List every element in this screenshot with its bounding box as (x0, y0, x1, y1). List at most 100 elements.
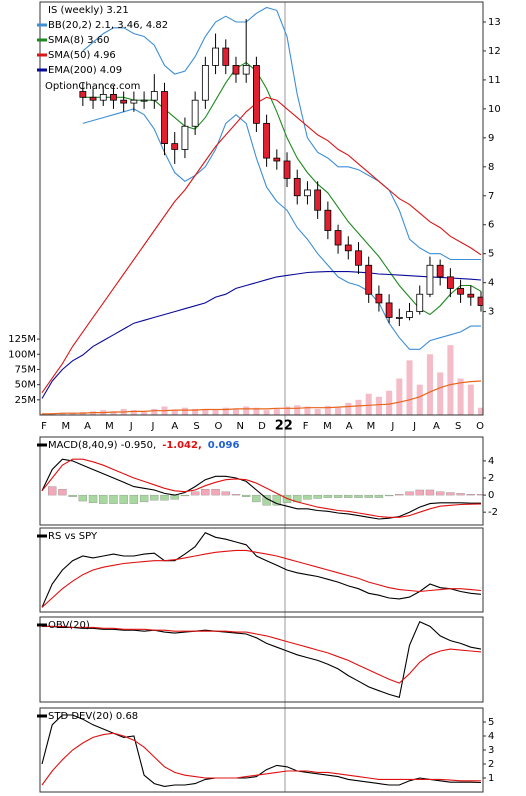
volume-bar (355, 399, 362, 415)
x-tick-label: A (171, 421, 178, 432)
volume-bar (386, 390, 393, 415)
panel-label: STD DEV(20) 0.68 (48, 711, 138, 722)
volume-bar (294, 405, 301, 415)
volume-bar (141, 411, 148, 415)
volume-bar (151, 408, 158, 415)
histogram-bar (323, 494, 333, 498)
x-tick-label: S (455, 421, 461, 432)
x-tick-label: 22 (275, 419, 293, 434)
candle-body (467, 293, 475, 298)
candle-body (426, 264, 434, 295)
candle-body (222, 47, 230, 66)
histogram-bar (395, 494, 404, 496)
volume-bar (416, 384, 423, 415)
histogram-bar (364, 494, 373, 498)
histogram-bar (170, 494, 179, 500)
series-line (82, 6, 481, 261)
candle-body (99, 93, 107, 101)
y-tick-label: 3 (488, 745, 494, 756)
y-tick-label: 7 (488, 191, 494, 202)
panel (40, 6, 483, 415)
candle-body (89, 96, 97, 101)
x-tick-label: D (258, 421, 266, 432)
y2-tick-label: 125M (8, 334, 36, 345)
x-tick-label: M (323, 421, 332, 432)
panel-label: 0.096 (208, 440, 240, 451)
y2-tick-label: 25M (15, 395, 36, 406)
candle-body (252, 65, 260, 124)
y2-tick-label: 50M (15, 380, 36, 391)
panel (41, 458, 483, 520)
candle-body (344, 244, 352, 252)
histogram-bar (446, 492, 455, 496)
panel-frame (39, 1, 484, 416)
histogram-bar (303, 494, 312, 500)
candle-body (263, 122, 271, 159)
candle-body (314, 189, 322, 211)
histogram-bar (384, 494, 394, 497)
x-tick-label: O (476, 421, 484, 432)
histogram-bar (78, 494, 88, 502)
y-tick-label: 0 (488, 490, 494, 501)
histogram-bar (476, 494, 483, 496)
volume-bar (232, 408, 239, 415)
histogram-bar (242, 494, 251, 497)
x-tick-label: O (214, 421, 222, 432)
volume-bar (304, 406, 311, 415)
panel-label: RS vs SPY (48, 531, 98, 542)
candle-body (477, 296, 483, 306)
volume-bar (181, 407, 188, 415)
y-tick-label: 1 (488, 773, 494, 784)
volume-bar (406, 360, 413, 415)
candle-body (406, 311, 413, 318)
legend-marker (37, 714, 47, 718)
series-line (41, 458, 481, 520)
y-tick-label: 8 (488, 162, 494, 173)
candle-body (436, 264, 444, 278)
series-line (41, 96, 482, 394)
histogram-bar (252, 494, 261, 503)
candle-body (150, 91, 158, 101)
volume-bar (467, 384, 474, 415)
y-tick-label: 4 (488, 278, 494, 289)
x-tick-label: J (151, 421, 155, 432)
candle-body (375, 293, 383, 304)
y-tick-label: 11 (488, 75, 501, 86)
volume-bar (375, 396, 382, 415)
volume-bar (314, 408, 321, 415)
x-tick-label: J (412, 421, 416, 432)
histogram-bar (313, 494, 322, 499)
y-tick-label: 2 (488, 759, 494, 770)
series-line (82, 108, 481, 350)
volume-bar (457, 378, 464, 415)
y-tick-label: -2 (488, 507, 498, 518)
panel (41, 714, 482, 787)
candle-body (385, 302, 393, 318)
histogram-bar (415, 489, 424, 496)
histogram-bar (231, 494, 241, 496)
volume-bar (324, 405, 331, 415)
volume-bar (426, 354, 433, 415)
histogram-bar (99, 494, 108, 504)
panel-label: OBV(20) (48, 620, 90, 631)
candle-body (395, 316, 403, 319)
legend-swatch (37, 53, 47, 57)
volume-bar (263, 410, 270, 415)
y-tick-label: 4 (488, 731, 494, 742)
x-tick-label: M (61, 421, 70, 432)
candle-body (140, 99, 148, 102)
volume-bar (396, 378, 403, 415)
histogram-bar (109, 494, 118, 504)
histogram-bar (211, 488, 220, 496)
volume-bar (192, 408, 199, 415)
y-tick-label: 4 (488, 456, 494, 467)
x-tick-label: N (236, 421, 243, 432)
candle-body (273, 157, 281, 162)
volume-bar (273, 408, 280, 415)
series-line (41, 732, 481, 786)
volume-average (42, 380, 482, 415)
legend-label: BB(20,2) 2.1, 3.46, 4.82 (48, 20, 168, 31)
panel (42, 620, 482, 698)
candle-body (201, 65, 209, 101)
